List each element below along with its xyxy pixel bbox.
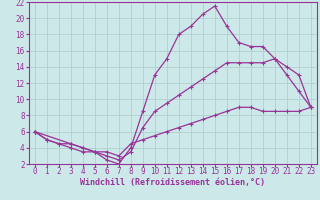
X-axis label: Windchill (Refroidissement éolien,°C): Windchill (Refroidissement éolien,°C): [80, 178, 265, 187]
